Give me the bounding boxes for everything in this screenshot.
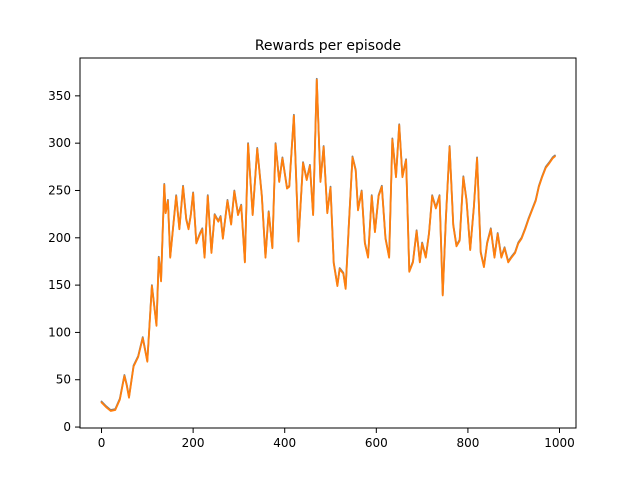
plot-area	[100, 77, 556, 412]
x-tick-label-0: 0	[98, 436, 106, 450]
x-tick-label-800: 800	[456, 436, 479, 450]
x-tick-label-400: 400	[273, 436, 296, 450]
y-tick-label-150: 150	[48, 278, 71, 292]
y-tick-label-50: 50	[56, 373, 71, 387]
x-tick-label-200: 200	[182, 436, 205, 450]
chart-title: Rewards per episode	[255, 38, 401, 54]
y-tick-label-300: 300	[48, 136, 71, 150]
y-tick-label-0: 0	[63, 420, 71, 434]
x-tick-label-600: 600	[365, 436, 388, 450]
axes: 0 200 400 600 800 1000 0 50 100 150 200 250 300 350	[48, 89, 575, 450]
y-tick-label-350: 350	[48, 89, 71, 103]
y-tick-label-250: 250	[48, 183, 71, 197]
y-tick-label-100: 100	[48, 325, 71, 339]
y-tick-label-200: 200	[48, 231, 71, 245]
x-tick-label-1000: 1000	[544, 436, 575, 450]
series-line-2	[100, 78, 556, 412]
plot-frame	[79, 57, 577, 429]
